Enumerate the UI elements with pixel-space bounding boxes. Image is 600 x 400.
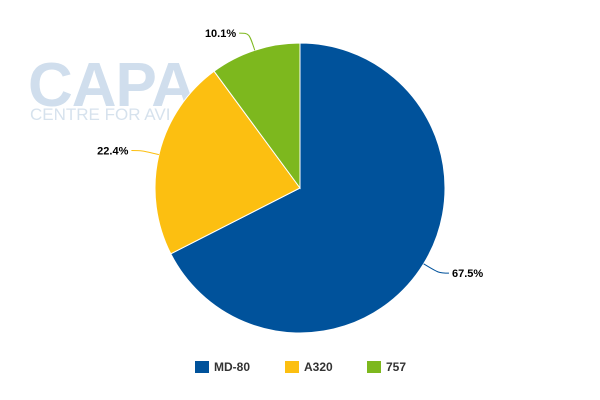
legend-label-md-80: MD-80 <box>214 360 250 374</box>
legend-swatch-a320 <box>285 361 299 373</box>
data-label-757: 10.1% <box>205 28 236 40</box>
data-label-a320: 22.4% <box>97 145 128 157</box>
watermark-main-text: CAPA <box>28 51 195 120</box>
pie-slice-757[interactable] <box>213 42 301 190</box>
connector-a320 <box>131 149 160 156</box>
legend-item-757[interactable]: 757 <box>367 360 406 374</box>
label-connectors <box>131 32 449 274</box>
pie-slice-md-80[interactable] <box>170 42 446 334</box>
watermark-sub-text: CENTRE FOR AVI <box>30 105 170 124</box>
data-label-md-80: 67.5% <box>452 268 483 280</box>
legend-swatch-md-80 <box>195 361 209 373</box>
legend-item-md-80[interactable]: MD-80 <box>195 360 250 374</box>
legend-item-a320[interactable]: A320 <box>285 360 333 374</box>
pie-slices <box>154 42 446 334</box>
data-labels: 67.5% 22.4% 10.1% <box>97 28 483 280</box>
watermark-logo: CAPA CENTRE FOR AVI <box>28 51 196 124</box>
legend: MD-80 A320 757 <box>195 360 406 374</box>
legend-label-757: 757 <box>386 360 406 374</box>
pie-slice-a320[interactable] <box>154 70 301 255</box>
legend-swatch-757 <box>367 361 381 373</box>
connector-757 <box>239 32 256 51</box>
legend-label-a320: A320 <box>304 360 333 374</box>
connector-md-80 <box>423 263 449 274</box>
